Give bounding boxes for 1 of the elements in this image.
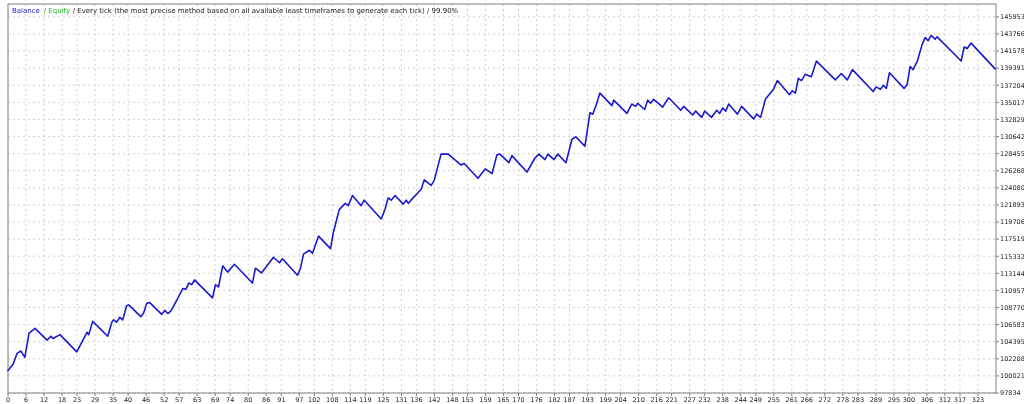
line-series (7, 34, 996, 372)
